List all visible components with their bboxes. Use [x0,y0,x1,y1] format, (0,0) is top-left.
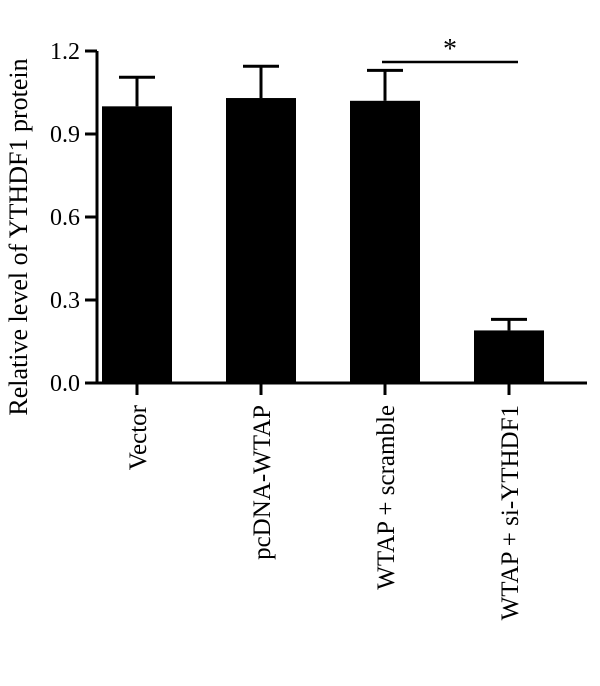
axes-layer [85,49,587,395]
bar-1 [102,106,172,383]
x-category-label: Vector [125,404,152,470]
x-category-label: WTAP + si-YTHDF1 [497,405,524,620]
bar-3 [350,100,420,384]
bar-2 [226,98,296,384]
y-tick-label: 0.6 [50,205,80,231]
y-tick-label: 0.9 [50,122,80,148]
y-axis-title: Relative level of YTHDF1 protein [4,58,33,415]
bars-layer [102,98,544,384]
significance-label: * [443,34,457,65]
y-tick-label: 1.2 [50,39,80,65]
error-bars-layer [119,64,527,331]
labels-layer: 0.0 0.3 0.6 0.9 1.2 Vector pcDNA-WTAP WTAP + sc… [4,39,524,620]
significance-layer: * [382,34,518,65]
y-tick-label: 0.3 [50,288,80,314]
x-category-label: WTAP + scramble [373,405,400,590]
y-tick-label: 0.0 [50,371,80,397]
bar-4 [474,330,544,383]
x-category-label: pcDNA-WTAP [249,405,276,560]
